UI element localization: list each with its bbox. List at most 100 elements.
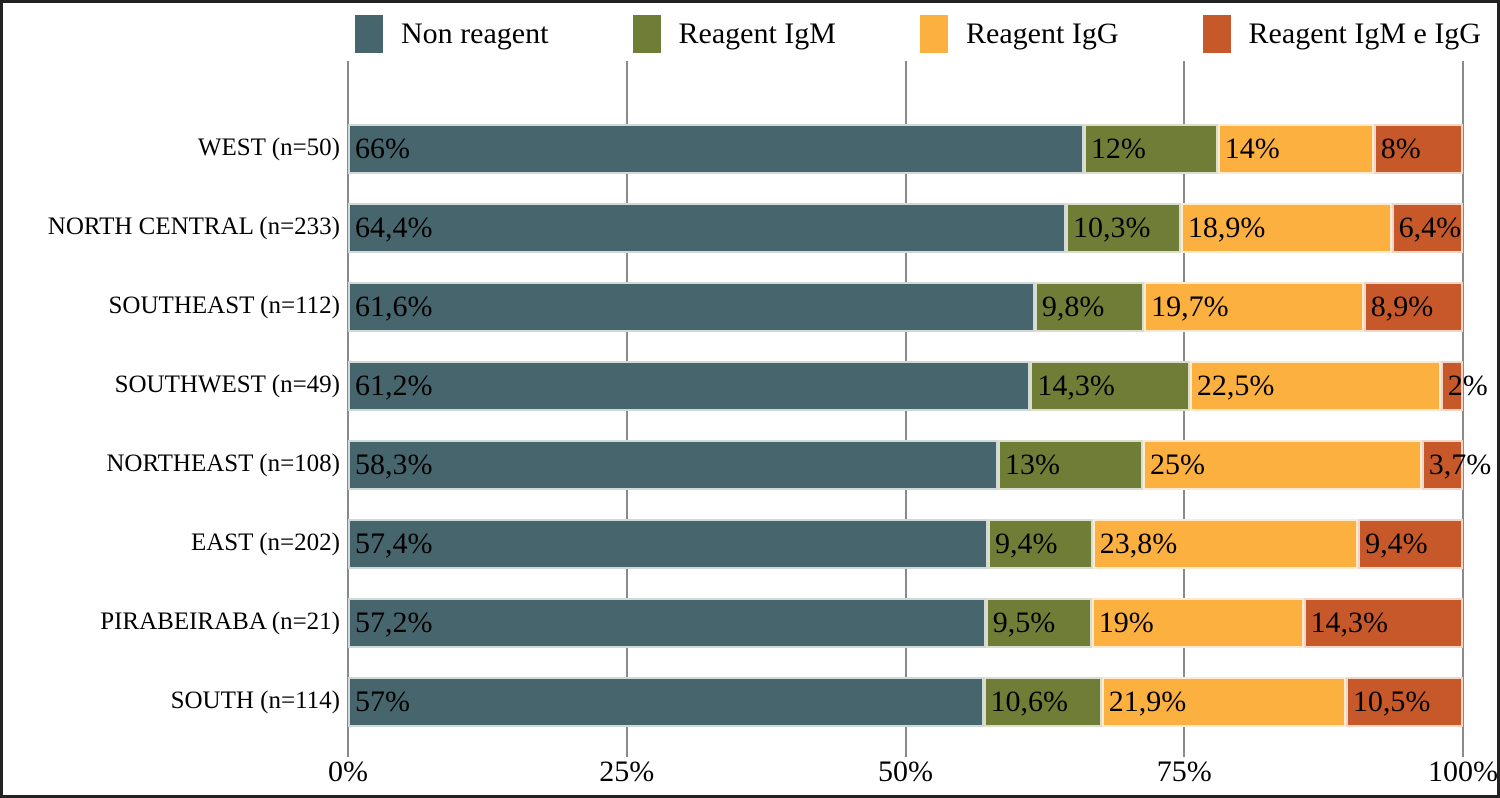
category-row: SOUTHEAST (n=112) [3,267,340,346]
bar-segment-label: 13% [1005,447,1061,481]
bar-segment: 3,7% [1421,439,1491,490]
x-tick-label: 75% [1156,755,1212,788]
bar-row: 57,4% 9,4% 23,8% 9,4% [348,504,1463,583]
bar-rows: 66% 12% 14% 8% 64,4% 10,3% 18,9% 6,4% 61,6% 9,8% 1… [348,61,1491,749]
bar-segment: 57,4% [348,518,988,569]
bar-segment-label: 2% [1447,368,1488,402]
bar-segment: 8,9% [1363,281,1463,332]
x-tick-label: 50% [878,755,933,788]
bar-segment: 10,3% [1066,202,1181,253]
bar-segment-label: 58,3% [355,447,433,481]
bar-row: 61,2% 14,3% 22,5% 2% [348,346,1488,425]
bar-segment-label: 23,8% [1099,526,1178,560]
bar-segment-label: 14,3% [1310,605,1389,639]
x-tick-label: 0% [328,755,368,788]
category-label: SOUTHWEST (n=49) [114,371,340,399]
legend-item-non-reagent: Non reagent [355,15,548,53]
stacked-bar: 57,2% 9,5% 19% 14,3% [348,597,1463,648]
bar-segment: 61,2% [348,360,1031,411]
legend-swatch-reagent-igm [632,15,661,53]
bar-segment: 14,3% [1303,597,1463,648]
bar-row: 66% 12% 14% 8% [348,109,1463,188]
bar-segment-label: 21,9% [1108,684,1187,718]
bar-segment-label: 19,7% [1151,289,1229,323]
legend-item-reagent-igg: Reagent IgG [920,15,1118,53]
stacked-bar: 58,3% 13% 25% 3,7% [348,439,1491,490]
bar-segment-label: 10,5% [1352,684,1431,718]
bar-segment-label: 9,5% [992,605,1056,639]
category-labels: WEST (n=50) NORTH CENTRAL (n=233) SOUTHEAS… [3,61,340,749]
bar-segment-label: 9,8% [1041,289,1105,323]
legend-label-reagent-igg: Reagent IgG [966,17,1119,50]
bar-segment-label: 14% [1224,131,1280,165]
category-label: NORTH CENTRAL (n=233) [47,213,340,241]
bar-segment-label: 14,3% [1037,368,1115,402]
gridline-100% [1462,61,1464,757]
bar-segment: 12% [1083,123,1218,174]
legend-label-reagent-igm: Reagent IgM [678,17,836,50]
bar-segment-label: 19% [1098,605,1154,639]
bar-segment: 57,2% [348,597,986,648]
bar-segment: 18,9% [1180,202,1392,253]
bar-segment: 25% [1142,439,1422,490]
bar-row: 57% 10,6% 21,9% 10,5% [348,662,1463,741]
legend-item-reagent-igm: Reagent IgM [632,15,836,53]
bar-segment: 9,8% [1034,281,1145,332]
bar-segment-label: 66% [355,131,410,165]
bar-segment-label: 9,4% [1365,526,1428,560]
legend-label-non-reagent: Non reagent [401,17,549,50]
bar-row: 58,3% 13% 25% 3,7% [348,425,1491,504]
bar-segment: 14,3% [1030,360,1190,411]
category-label: WEST (n=50) [197,134,340,162]
bar-segment: 10,5% [1345,676,1463,727]
bar-segment: 9,5% [985,597,1092,648]
bar-segment: 22,5% [1189,360,1441,411]
bar-segment-label: 9,4% [995,526,1058,560]
bar-segment-label: 18,9% [1187,210,1266,244]
x-axis: 0% 25% 50% 75% 100% [328,753,1497,791]
bar-segment: 2% [1440,360,1488,411]
bar-segment: 58,3% [348,439,999,490]
category-row: NORTH CENTRAL (n=233) [3,188,340,267]
bar-segment-label: 25% [1149,447,1205,481]
bar-segment-label: 12% [1090,131,1146,165]
bar-segment-label: 8,9% [1370,289,1434,323]
bar-segment: 14% [1217,123,1374,174]
x-tick-label: 100% [1428,755,1498,788]
bar-segment-label: 61,6% [355,289,433,323]
bar-segment: 57% [348,676,984,727]
bar-row: 64,4% 10,3% 18,9% 6,4% [348,188,1463,267]
bar-segment: 21,9% [1101,676,1346,727]
bar-segment-label: 57% [355,684,410,718]
category-label: PIRABEIRABA (n=21) [100,608,340,636]
bar-segment: 23,8% [1092,518,1359,569]
bar-segment: 13% [998,439,1143,490]
bar-row: 61,6% 9,8% 19,7% 8,9% [348,267,1463,346]
bar-segment-label: 61,2% [355,368,433,402]
legend-swatch-reagent-igm-e-igg [1202,15,1231,53]
legend-swatch-non-reagent [355,15,383,53]
bar-segment: 9,4% [1358,518,1463,569]
category-label: EAST (n=202) [190,529,340,557]
stacked-bar: 61,2% 14,3% 22,5% 2% [348,360,1488,411]
legend: Non reagent Reagent IgM Reagent IgG Reagent… [355,11,1481,57]
bar-segment: 10,6% [983,676,1102,727]
category-row: NORTHEAST (n=108) [3,425,340,504]
bar-segment: 9,4% [988,518,1093,569]
category-row: SOUTHWEST (n=49) [3,346,340,425]
stacked-bar: 66% 12% 14% 8% [348,123,1463,174]
category-label: SOUTHEAST (n=112) [108,292,340,320]
stacked-bar: 57% 10,6% 21,9% 10,5% [348,676,1463,727]
bar-segment: 64,4% [348,202,1067,253]
stacked-bar: 61,6% 9,8% 19,7% 8,9% [348,281,1463,332]
stacked-bar: 57,4% 9,4% 23,8% 9,4% [348,518,1463,569]
bar-segment-label: 22,5% [1196,368,1275,402]
bar-segment-label: 64,4% [355,210,433,244]
x-tick-label: 25% [599,755,655,788]
bar-segment: 6,4% [1391,202,1463,253]
legend-swatch-reagent-igg [920,15,949,53]
bar-segment-label: 10,6% [990,684,1069,718]
bar-segment: 19,7% [1144,281,1364,332]
bar-segment-label: 8% [1380,131,1421,165]
